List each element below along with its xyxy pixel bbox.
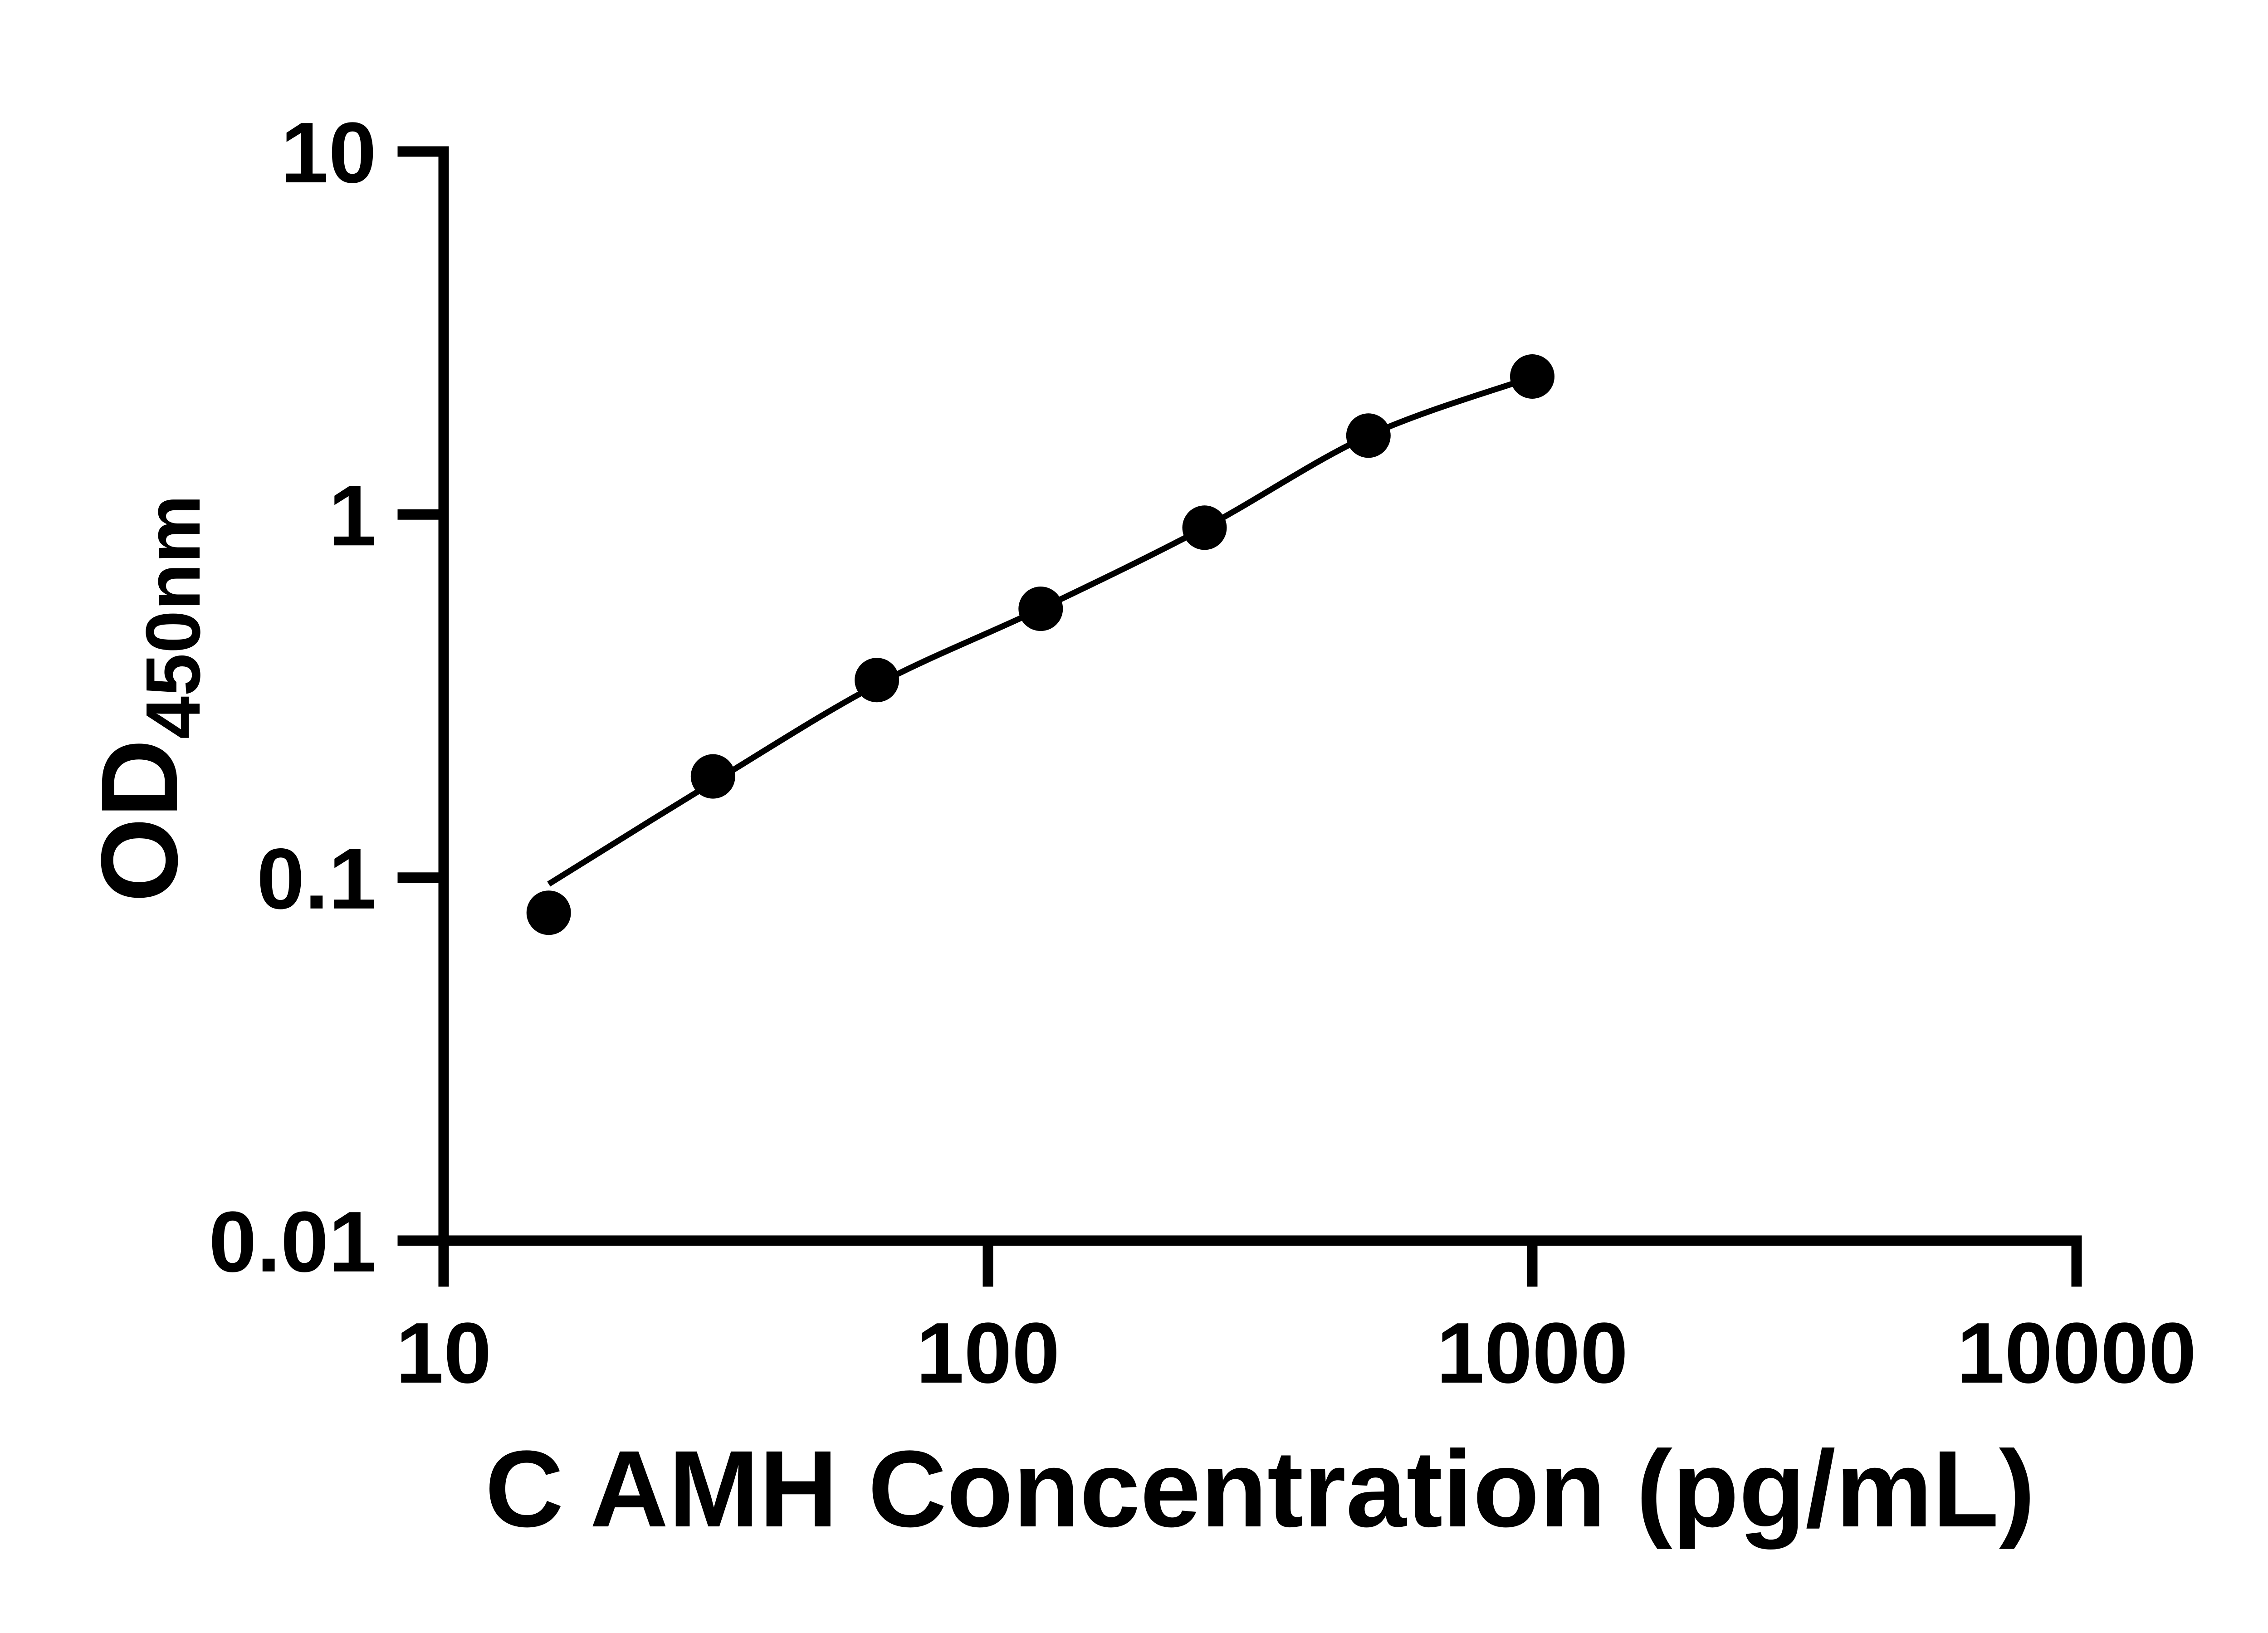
y-tick-label: 0.01 — [209, 1194, 376, 1290]
y-axis-title: OD450nm — [78, 495, 216, 903]
y-axis-title-subscript: 450nm — [130, 495, 216, 739]
x-axis-title: C AMH Concentration (pg/mL) — [485, 1428, 2035, 1550]
x-tick-label: 10000 — [1957, 1305, 2196, 1401]
data-point-marker — [1346, 413, 1391, 458]
y-tick-label: 1 — [328, 468, 376, 564]
y-tick-label: 10 — [281, 105, 376, 201]
x-tick-label: 1000 — [1437, 1305, 1628, 1401]
data-point-marker — [526, 890, 571, 935]
x-tick-label: 10 — [396, 1305, 491, 1401]
y-tick-label: 0.1 — [257, 831, 376, 927]
data-point-marker — [1018, 587, 1063, 631]
data-point-marker — [690, 754, 735, 799]
axes: 10 100 1000 10000 0.01 0.1 1 10 — [209, 105, 2196, 1401]
data-point-marker — [855, 658, 899, 703]
data-point-marker — [1182, 505, 1227, 550]
data-point-marker — [1510, 354, 1554, 399]
y-axis-title-main: OD — [78, 739, 200, 902]
x-tick-label: 100 — [916, 1305, 1060, 1401]
data-points — [526, 354, 1554, 935]
